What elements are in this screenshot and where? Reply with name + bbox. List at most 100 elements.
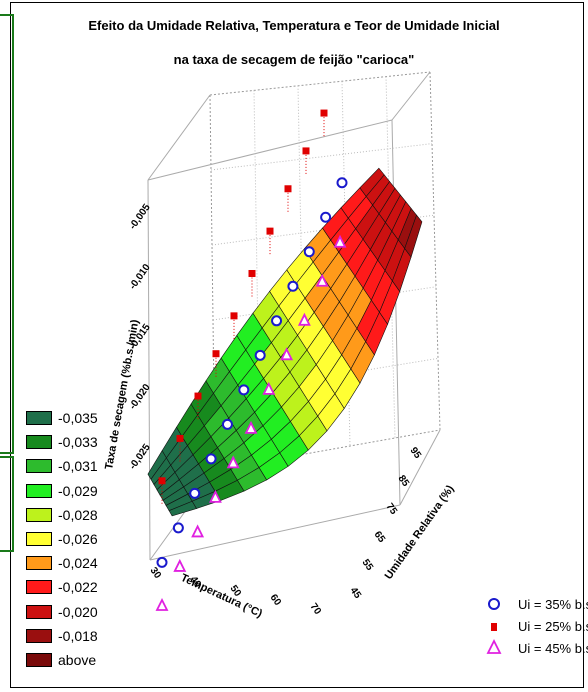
- legend-swatch: [26, 435, 52, 450]
- data-point: [271, 315, 283, 327]
- legend-label: -0,024: [58, 555, 98, 572]
- series-legend-label: Ui = 45% b.s: [518, 640, 588, 656]
- grid-line: [341, 81, 351, 447]
- legend-swatch: [26, 459, 52, 474]
- legend-entry: -0,035: [26, 408, 98, 428]
- legend-label: -0,020: [58, 603, 98, 620]
- chart-subtitle: na taxa de secagem de feijão "carioca": [173, 52, 415, 67]
- legend-swatch: [26, 628, 52, 643]
- data-point: [284, 185, 292, 193]
- data-point: [155, 597, 169, 611]
- legend-label: -0,031: [58, 458, 98, 475]
- legend-entry: -0,026: [26, 529, 98, 549]
- legend-swatch: [26, 604, 52, 619]
- surface-cell: [404, 214, 423, 258]
- data-point: [172, 522, 184, 534]
- series-legend-label: Ui = 25% b.s: [518, 618, 588, 634]
- data-point: [238, 384, 250, 396]
- box-edge: [149, 504, 401, 561]
- x-axis-label: Temperatura (°C): [179, 572, 265, 620]
- legend-entry: -0,031: [26, 456, 98, 476]
- grid-line: [210, 143, 433, 171]
- x-tick-label: 70: [308, 601, 324, 617]
- circle-marker-icon: [488, 598, 500, 610]
- data-point: [287, 280, 299, 292]
- legend-entry: -0,022: [26, 577, 98, 597]
- left-edge-bracket-bottom: [0, 456, 14, 552]
- legend-swatch: [26, 556, 52, 571]
- z-tick-label: -0,010: [127, 262, 153, 292]
- y-axis-label: Umidade Relativa (%): [383, 483, 457, 582]
- box-edge: [147, 119, 393, 181]
- series-legend-entry: Ui = 35% b.s: [484, 594, 588, 614]
- legend-swatch: [26, 580, 52, 595]
- series-legend-entry: Ui = 25% b.s: [484, 616, 588, 636]
- data-point: [254, 349, 266, 361]
- data-point: [173, 558, 187, 572]
- series-legend-label: Ui = 35% b.s: [518, 596, 588, 612]
- legend-swatch: [26, 532, 52, 546]
- data-point: [315, 273, 329, 287]
- legend-label: -0,026: [58, 531, 98, 547]
- data-point: [320, 211, 332, 223]
- y-tick-label: 75: [384, 501, 400, 517]
- legend-label: -0,018: [58, 627, 98, 644]
- legend-label: -0,035: [58, 410, 98, 426]
- data-point: [266, 227, 274, 235]
- data-point: [336, 177, 348, 189]
- data-point: [194, 392, 202, 400]
- legend-label: -0,028: [58, 506, 98, 523]
- grid-line: [213, 357, 439, 396]
- legend-swatch: [26, 507, 52, 522]
- data-points: [155, 109, 348, 611]
- x-tick-label: 60: [268, 592, 284, 608]
- y-tick-label: 85: [396, 473, 412, 489]
- triangle-marker-icon: [486, 638, 502, 654]
- y-tick-label: 95: [408, 445, 424, 461]
- data-point: [221, 418, 233, 430]
- legend-swatch: [26, 483, 52, 498]
- z-tick-label: -0,005: [127, 202, 153, 232]
- box-edge: [209, 71, 431, 96]
- chart-title: Efeito da Umidade Relativa, Temperatura …: [88, 18, 500, 33]
- data-point: [230, 312, 238, 320]
- legend-entry: -0,018: [26, 626, 98, 646]
- box-edge: [147, 94, 211, 181]
- data-point: [191, 524, 205, 538]
- legend-swatch: [26, 411, 52, 425]
- legend-label: -0,033: [58, 434, 98, 451]
- box-edge: [391, 119, 401, 506]
- y-tick-label: 55: [360, 557, 376, 573]
- legend-label: -0,022: [58, 579, 98, 596]
- legend-entry: -0,033: [26, 432, 98, 452]
- square-marker-icon: [491, 623, 497, 631]
- left-edge-bracket-top: [0, 14, 14, 454]
- y-tick-label: 45: [348, 585, 364, 601]
- data-point: [176, 434, 184, 442]
- box-edge: [147, 179, 151, 561]
- data-point: [226, 455, 240, 469]
- y-tick-label: 65: [372, 529, 388, 545]
- legend-entry: -0,029: [26, 481, 98, 501]
- data-point: [212, 350, 220, 358]
- data-point: [297, 312, 311, 326]
- legend-entry: above: [26, 650, 96, 670]
- box-edge: [429, 71, 441, 431]
- data-point: [208, 489, 222, 503]
- response-surface: [147, 167, 423, 517]
- data-point: [248, 269, 256, 277]
- data-point: [205, 453, 217, 465]
- legend-label: above: [58, 652, 97, 668]
- data-point: [156, 556, 168, 568]
- legend-entry: -0,024: [26, 553, 98, 573]
- data-point: [158, 477, 166, 485]
- data-point: [262, 381, 276, 395]
- data-point: [302, 147, 310, 155]
- data-point: [189, 487, 201, 499]
- data-point: [280, 347, 294, 361]
- data-point: [303, 246, 315, 258]
- box-edge: [391, 71, 431, 121]
- legend-swatch: [26, 653, 52, 667]
- box-edge: [399, 429, 441, 506]
